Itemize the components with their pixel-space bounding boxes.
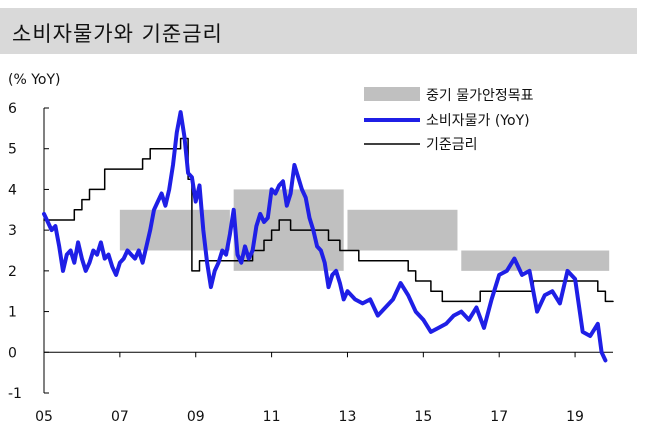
y-axis-label: (% YoY) xyxy=(8,72,61,88)
series-line-cpi xyxy=(42,110,608,363)
chart-title: 소비자물가와 기준금리 xyxy=(12,22,223,46)
y-tick-label-4: 4 xyxy=(8,182,17,198)
y-tick-label-2: 2 xyxy=(8,264,17,280)
series-lines xyxy=(42,110,614,363)
x-tick-label-17: 17 xyxy=(490,409,508,425)
target-bands xyxy=(119,189,610,271)
target-band-0 xyxy=(119,209,230,251)
x-tick-label-09: 09 xyxy=(187,409,205,425)
x-tick-label-07: 07 xyxy=(111,409,129,425)
y-tick-label-3: 3 xyxy=(8,223,17,239)
x-tick-label-13: 13 xyxy=(339,409,357,425)
legend-label-cpi: 소비자물가 (YoY) xyxy=(426,113,530,129)
title-bar: 소비자물가와 기준금리 xyxy=(0,8,637,54)
axes: -1 0 1 2 3 4 5 6 05 07 09 11 13 15 17 19 xyxy=(8,101,613,425)
series-line-base-rate xyxy=(43,137,614,303)
legend-label-target-band: 중기 물가안정목표 xyxy=(426,88,534,104)
legend-label-base-rate: 기준금리 xyxy=(426,137,478,153)
legend-swatch-target-band xyxy=(364,87,420,101)
y-tick-label-5: 5 xyxy=(8,142,17,158)
legend: 중기 물가안정목표 소비자물가 (YoY) 기준금리 xyxy=(364,87,534,153)
x-tick-label-05: 05 xyxy=(35,409,53,425)
target-band-2 xyxy=(347,209,458,251)
x-tick-label-19: 19 xyxy=(566,409,584,425)
x-tick-label-11: 11 xyxy=(263,409,281,425)
y-tick-label-6: 6 xyxy=(8,101,17,117)
y-tick-label-1: 1 xyxy=(8,305,17,321)
x-tick-label-15: 15 xyxy=(414,409,432,425)
y-tick-label-0: 0 xyxy=(8,345,17,361)
target-band-3 xyxy=(461,250,610,271)
y-tick-label--1: -1 xyxy=(8,386,22,402)
